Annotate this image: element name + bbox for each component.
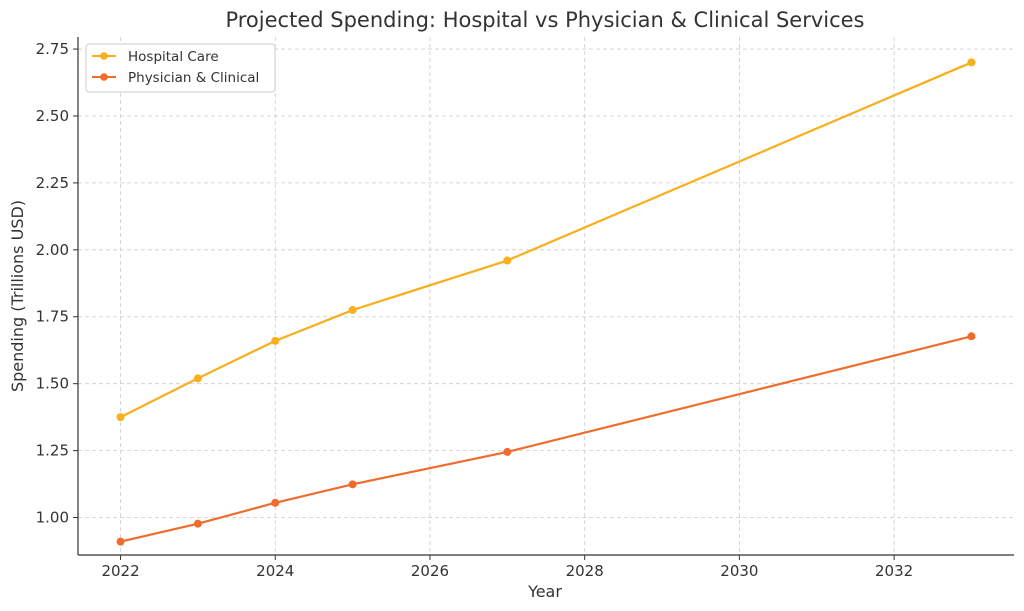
- y-tick-label: 2.25: [36, 174, 69, 192]
- y-ticks: 1.00 1.25 1.50 1.75 2.00 2.25 2.50 2.75: [36, 40, 78, 527]
- y-tick-label: 1.50: [36, 375, 69, 393]
- series-group: [116, 58, 976, 546]
- x-axis-label: Year: [527, 582, 562, 601]
- data-point-hospital-care: [503, 256, 512, 265]
- data-point-hospital-care: [967, 58, 976, 67]
- data-point-physician-clinical: [967, 332, 976, 341]
- y-axis-label: Spending (Trillions USD): [8, 200, 27, 392]
- data-point-physician-clinical: [271, 498, 280, 507]
- data-point-hospital-care: [193, 374, 202, 383]
- legend-label-physician-clinical: Physician & Clinical: [128, 70, 259, 86]
- x-tick-label: 2028: [566, 562, 604, 580]
- data-point-physician-clinical: [193, 519, 202, 528]
- data-point-physician-clinical: [348, 480, 357, 489]
- y-tick-label: 1.00: [36, 509, 69, 527]
- x-tick-label: 2024: [256, 562, 294, 580]
- series-line-hospital-care: [120, 61, 972, 419]
- legend-marker-hospital-care: [100, 52, 108, 60]
- legend: Hospital Care Physician & Clinical: [85, 43, 276, 93]
- y-tick-label: 2.50: [36, 107, 69, 125]
- y-tick-label: 2.75: [36, 40, 69, 58]
- grid: [78, 37, 1014, 555]
- x-tick-label: 2030: [720, 562, 758, 580]
- x-tick-label: 2032: [875, 562, 913, 580]
- chart-title: Projected Spending: Hospital vs Physicia…: [225, 8, 864, 32]
- legend-label-hospital-care: Hospital Care: [128, 49, 219, 65]
- legend-marker-physician-clinical: [100, 73, 108, 81]
- series-line-physician-clinical: [120, 335, 972, 543]
- x-tick-label: 2026: [411, 562, 449, 580]
- y-tick-label: 1.75: [36, 308, 69, 326]
- data-point-hospital-care: [348, 306, 357, 315]
- y-tick-label: 2.00: [36, 241, 69, 259]
- x-ticks: 2022 2024 2026 2028 2030 2032: [101, 555, 913, 580]
- data-point-hospital-care: [271, 336, 280, 345]
- data-point-physician-clinical: [503, 447, 512, 456]
- data-point-physician-clinical: [116, 537, 125, 546]
- legend-box: [85, 43, 276, 93]
- data-point-hospital-care: [116, 413, 125, 422]
- x-tick-label: 2022: [101, 562, 139, 580]
- axes: [77, 37, 1014, 556]
- y-tick-label: 1.25: [36, 442, 69, 460]
